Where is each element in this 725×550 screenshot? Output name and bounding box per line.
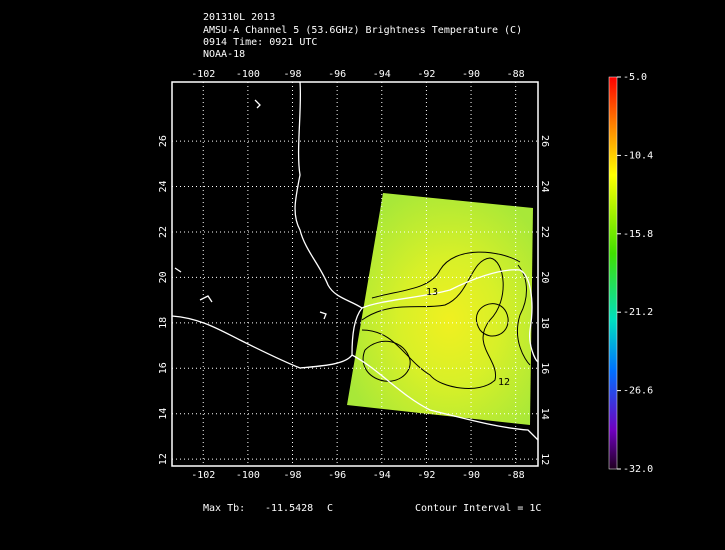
contour: [361, 257, 504, 389]
axes: -102 -102 -100 -100 -98 -98 -96 -96 -94 -94 -92 -92…: [158, 69, 550, 481]
header-line: NOAA-18: [203, 49, 245, 60]
x-tick-label: -98: [283, 470, 301, 481]
contour-interval: Contour Interval = 1C: [415, 503, 541, 514]
y-tick-label: 24: [158, 180, 169, 192]
x-tick-label: -100: [236, 470, 260, 481]
y-tick-label: 20: [158, 271, 169, 283]
y-tick-label: 18: [539, 317, 550, 329]
y-tick-label: 22: [539, 226, 550, 238]
y-tick-label: 26: [158, 135, 169, 147]
x-tick-label: -96: [328, 470, 346, 481]
x-tick-label: -90: [462, 69, 480, 80]
colorbar-label: -26.6: [623, 386, 653, 397]
contour-label: 13: [426, 287, 438, 298]
coast: [171, 81, 363, 369]
x-tick-label: -92: [417, 470, 435, 481]
y-tick-label: 12: [158, 453, 169, 465]
y-tick-label: 16: [539, 362, 550, 374]
coast: [351, 354, 539, 441]
header-line: AMSU-A Channel 5 (53.6GHz) Brightness Te…: [203, 25, 522, 36]
x-tick-label: -88: [507, 470, 525, 481]
contour-label: 12: [498, 377, 510, 388]
x-tick-label: -90: [462, 470, 480, 481]
max-unit: C: [327, 503, 333, 514]
colorbar: [608, 76, 618, 470]
coastline: [171, 81, 539, 441]
colorbar-label: -5.0: [623, 72, 647, 83]
y-tick-label: 14: [158, 408, 169, 420]
x-tick-label: -88: [507, 69, 525, 80]
y-tick-label: 14: [539, 408, 550, 420]
header-line: 0914 Time: 0921 UTC: [203, 37, 317, 48]
header: 201310L 2013 AMSU-A Channel 5 (53.6GHz) …: [203, 12, 522, 60]
y-tick-label: 20: [539, 271, 550, 283]
contours: [361, 251, 531, 389]
colorbar-label: -32.0: [623, 464, 653, 475]
colorbar-label: -21.2: [623, 307, 653, 318]
contour: [371, 251, 521, 299]
y-tick-label: 24: [539, 180, 550, 192]
y-tick-label: 12: [539, 453, 550, 465]
x-tick-label: -98: [283, 69, 301, 80]
max-label: Max Tb:: [203, 503, 245, 514]
x-tick-label: -102: [191, 69, 215, 80]
islands: [174, 99, 327, 320]
contour: [475, 303, 509, 337]
y-tick-label: 22: [158, 226, 169, 238]
footer: Max Tb: -11.5428 C Contour Interval = 1C: [203, 503, 541, 514]
x-tick-label: -96: [328, 69, 346, 80]
x-tick-label: -94: [373, 69, 391, 80]
max-value: -11.5428: [265, 503, 313, 514]
map-frame: [171, 81, 539, 467]
y-tick-label: 18: [158, 317, 169, 329]
y-tick-label: 16: [158, 362, 169, 374]
x-tick-label: -102: [191, 470, 215, 481]
colorbar-ticks: -5.0 -10.4 -15.8 -21.2 -26.6 -32.0: [617, 72, 653, 475]
coast: [361, 269, 539, 363]
x-tick-label: -92: [417, 69, 435, 80]
x-tick-label: -94: [373, 470, 391, 481]
header-line: 201310L 2013: [203, 12, 275, 23]
contour: [516, 264, 531, 366]
contour: [362, 340, 411, 382]
y-tick-label: 26: [539, 135, 550, 147]
x-tick-label: -100: [236, 69, 260, 80]
colorbar-label: -10.4: [623, 150, 653, 161]
swath: [347, 193, 533, 425]
colorbar-label: -15.8: [623, 229, 653, 240]
